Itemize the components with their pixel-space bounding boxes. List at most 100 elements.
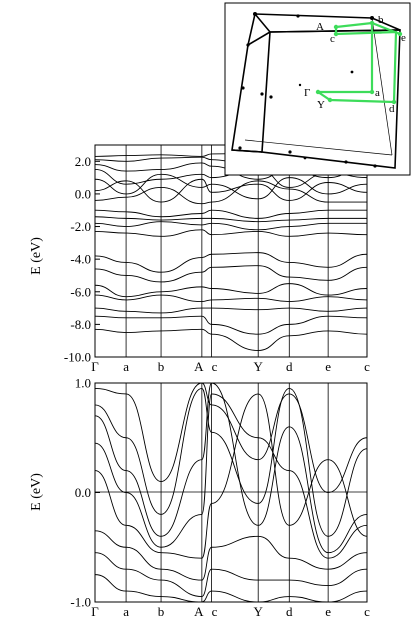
- kpath-dot: [397, 31, 403, 37]
- bottom-k-point-lines: [125, 383, 329, 602]
- bz-dot: [370, 16, 374, 20]
- band-curve: [94, 294, 368, 303]
- bz-vertex-dots: [238, 12, 377, 168]
- y-tick-label: -10.0: [64, 350, 91, 365]
- k-point-label: d: [286, 359, 293, 374]
- band-curve: [94, 382, 368, 493]
- bz-dot: [303, 156, 307, 160]
- k-point-label: a: [123, 359, 129, 374]
- kpath-dot: [315, 89, 321, 95]
- band-curve: [94, 216, 367, 223]
- y-tick-label: 1.0: [75, 376, 91, 391]
- band-curve: [94, 180, 367, 205]
- band-curve: [94, 307, 368, 314]
- band-curve: [94, 530, 368, 581]
- k-point-label: Γ: [91, 359, 99, 374]
- band-curve: [94, 388, 368, 537]
- band-curve: [94, 574, 368, 603]
- band-curve: [94, 221, 367, 231]
- bottom-y-axis-label: E (eV): [29, 473, 44, 511]
- bz-front-face: [261, 29, 401, 169]
- k-point-label: b: [158, 604, 165, 619]
- kpath-dot: [369, 20, 375, 26]
- bz-bottom-edge: [231, 149, 263, 153]
- bz-label-gamma: Γ: [304, 87, 310, 99]
- band-curve: [94, 393, 368, 559]
- bz-dot: [238, 146, 242, 150]
- k-point-label: a: [123, 604, 129, 619]
- k-point-label: Y: [254, 359, 264, 374]
- band-curve: [94, 382, 368, 554]
- kpath-dot: [327, 97, 333, 103]
- band-curve: [94, 552, 368, 597]
- top-k-point-lines: [125, 145, 329, 357]
- band-curve: [94, 229, 368, 237]
- bz-dot: [241, 86, 245, 90]
- kpath-dot: [333, 24, 339, 30]
- band-curve: [94, 209, 367, 219]
- bz-dot: [288, 150, 292, 154]
- brillouin-zone-inset: A b c e Γ a Y d: [224, 2, 411, 176]
- k-point-label: A: [194, 604, 204, 619]
- kpath-dot: [333, 31, 339, 37]
- bz-dot: [298, 83, 302, 87]
- bz-hidden-edges: [244, 17, 393, 156]
- bottom-y-ticks: 1.0 0.0 -1.0: [70, 376, 100, 610]
- band-curve: [94, 178, 368, 203]
- bz-label-e: e: [401, 32, 406, 44]
- bz-hidden-edge: [244, 139, 393, 156]
- bz-label-Y: Y: [317, 99, 325, 111]
- kpath-dot: [391, 99, 397, 105]
- bz-dot: [260, 92, 264, 96]
- y-tick-label: -4.0: [70, 252, 91, 267]
- bz-dot: [373, 164, 377, 168]
- top-y-axis-label: E (eV): [29, 237, 44, 275]
- bz-dot: [246, 43, 250, 47]
- band-curve: [94, 265, 368, 283]
- y-tick-label: 0.0: [75, 485, 91, 500]
- bz-dot: [344, 160, 348, 164]
- k-point-label: e: [325, 604, 331, 619]
- k-point-label: e: [325, 359, 331, 374]
- band-curve: [94, 315, 368, 335]
- k-point-label: c: [364, 359, 370, 374]
- bz-k-path-dots: [315, 20, 403, 105]
- top-panel-frame: [94, 144, 368, 358]
- k-point-label: d: [286, 604, 293, 619]
- bz-dot: [253, 12, 257, 16]
- y-tick-label: -8.0: [70, 317, 91, 332]
- band-curve: [94, 283, 368, 298]
- y-tick-label: 2.0: [75, 154, 91, 169]
- bz-label-a: a: [375, 87, 380, 99]
- band-curve: [94, 393, 368, 559]
- k-point-label: b: [158, 359, 165, 374]
- brillouin-zone-polyhedron: [231, 13, 401, 169]
- top-band-curves: [94, 152, 368, 351]
- band-curve: [94, 328, 368, 351]
- bz-dot: [350, 70, 354, 74]
- bz-label-b: b: [378, 14, 384, 26]
- k-point-label: A: [194, 359, 204, 374]
- y-tick-label: -2.0: [70, 219, 91, 234]
- bz-mid-edge: [247, 31, 271, 46]
- band-curve: [94, 252, 368, 273]
- y-tick-label: -6.0: [70, 284, 91, 299]
- bz-hidden-edge: [371, 17, 393, 156]
- bz-label-A: A: [316, 21, 324, 33]
- k-point-label: c: [212, 359, 218, 374]
- band-curve: [94, 173, 368, 200]
- top-y-ticks: 2.0 0.0 -2.0 -4.0 -6.0 -8.0 -10.0: [64, 154, 100, 365]
- band-curve: [94, 167, 368, 188]
- kpath-dot: [369, 89, 375, 95]
- bz-label-d: d: [389, 103, 395, 115]
- k-point-label: c: [364, 604, 370, 619]
- k-point-label: Γ: [91, 604, 99, 619]
- bottom-band-curves: [94, 382, 368, 603]
- k-point-label: Y: [254, 604, 264, 619]
- y-tick-label: 0.0: [75, 186, 91, 201]
